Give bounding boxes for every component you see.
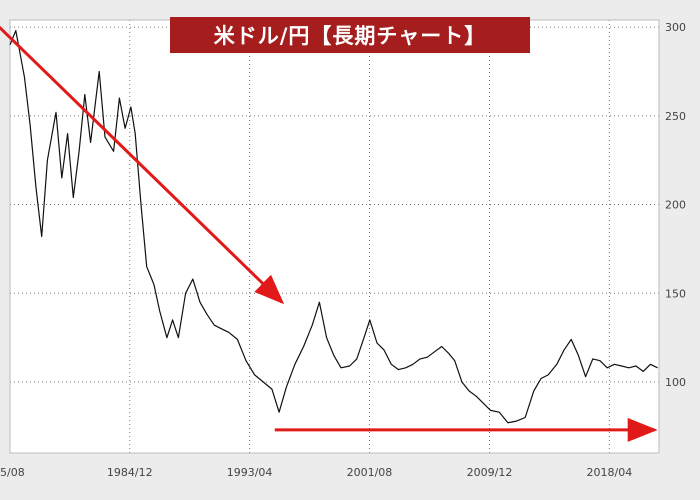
x-tick-label: 2018/04 [587,466,633,479]
plot-area [10,20,659,453]
y-tick-label: 250 [665,110,686,123]
chart-title: 米ドル/円【長期チャート】 [170,17,530,53]
y-tick-label: 300 [665,21,686,34]
downtrend-arrow [0,25,285,305]
x-tick-label: 2009/12 [467,466,513,479]
x-tick-label: 2001/08 [347,466,393,479]
usd-jpy-series-line [9,30,658,424]
y-tick-label: 200 [665,199,686,212]
y-tick-label: 100 [665,376,686,389]
x-tick-label: 1984/12 [107,466,153,479]
x-tick-label: 1993/04 [227,466,273,479]
y-tick-label: 150 [665,287,686,300]
x-tick-label: 5/08 [0,466,25,479]
